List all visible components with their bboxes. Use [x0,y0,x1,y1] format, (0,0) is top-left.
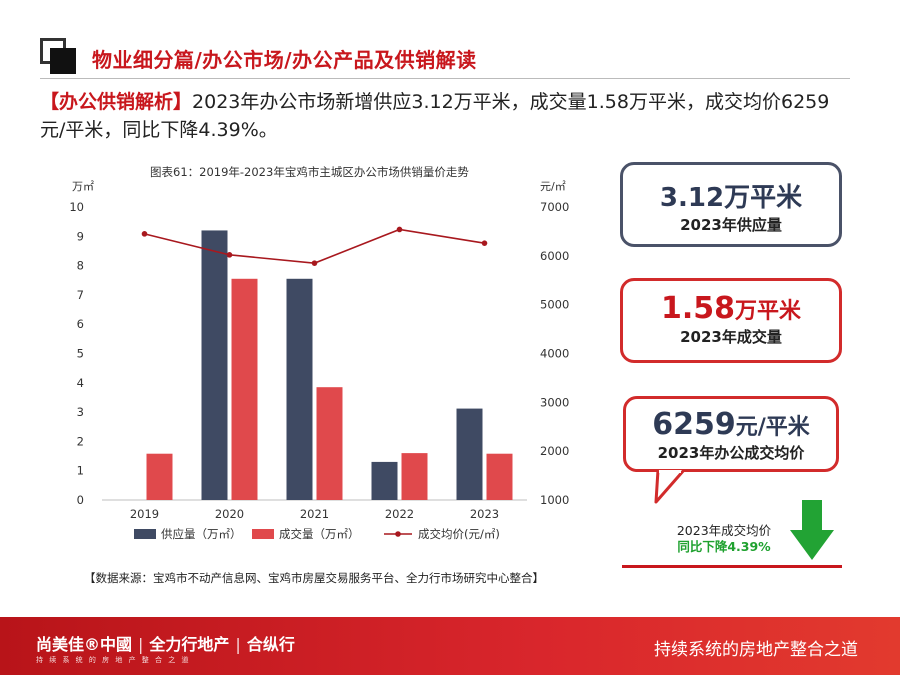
y-left-axis-label: 万㎡ [72,180,94,193]
price-line [144,228,485,264]
price-callout-tail [654,470,686,504]
intro-paragraph: 【办公供销解析】2023年办公市场新增供应3.12万平米，成交量1.58万平米，… [40,88,840,144]
y-left-tick-label: 2 [77,434,84,448]
y-right-tick-label: 5000 [540,298,569,312]
legend-label-deal: 成交量（万㎡） [279,527,360,541]
y-left-tick-label: 9 [77,229,84,243]
legend-label-price: 成交均价(元/㎡) [418,527,500,541]
price-trend-label: 2023年成交均价 同比下降4.39% [664,523,784,555]
price-point [481,240,488,246]
legend-swatch-supply [134,529,156,539]
deal-bar [316,387,343,500]
supply-stat-card: 3.12万平米 2023年供应量 [620,162,842,247]
supply-stat-label: 2023年供应量 [680,216,782,234]
chart-title: 图表61：2019年-2023年宝鸡市主城区办公市场供销量价走势 [150,165,469,179]
price-stat-card: 6259元/平米 2023年办公成交均价 [623,396,839,472]
y-left-tick-label: 0 [77,493,84,507]
trend-line-1: 2023年成交均价 [676,523,772,538]
deal-bar [486,453,513,500]
section-logo-mark [40,38,80,74]
y-right-tick-label: 7000 [540,200,569,214]
footer-bar: 尚美佳®中國 | 全力行地产 | 合纵行 持 续 系 统 的 房 地 产 整 合 之 道… [0,617,900,675]
price-point [396,226,403,233]
price-point [311,260,318,266]
y-right-tick-label: 1000 [540,493,569,507]
footer-brand-1: 尚美佳®中國 [36,635,133,654]
supply-bar [286,278,313,500]
deal-stat-label: 2023年成交量 [680,328,782,346]
y-right-tick-label: 6000 [540,249,569,263]
y-left-tick-label: 5 [77,347,84,361]
footer-tagline: 持 续 系 统 的 房 地 产 整 合 之 道 [36,656,191,664]
x-tick-label: 2019 [130,507,159,521]
x-tick-label: 2022 [385,507,414,521]
supply-bar [371,461,398,500]
deal-stat-card: 1.58万平米 2023年成交量 [620,278,842,363]
trend-underline [622,565,842,568]
footer-brand-2: 全力行地产 [149,635,230,654]
supply-stat-value: 3.12万平米 [659,183,803,213]
legend-label-supply: 供应量（万㎡） [161,527,242,541]
price-point [226,252,233,258]
price-stat-value: 6259元/平米 [652,407,810,442]
supply-demand-chart: 图表61：2019年-2023年宝鸡市主城区办公市场供销量价走势万㎡ 元/㎡ 0 1 2… [62,152,607,564]
y-left-tick-label: 8 [77,259,84,273]
x-tick-label: 2020 [215,507,244,521]
footer-brand: 尚美佳®中國 | 全力行地产 | 合纵行 [36,635,295,654]
deal-bar [146,453,173,500]
y-left-tick-label: 10 [69,200,84,214]
logo-filled-square [50,48,76,74]
y-left-tick-label: 1 [77,464,84,478]
price-point [141,231,148,237]
x-tick-label: 2021 [300,507,329,521]
y-left-tick-label: 6 [77,317,84,331]
trend-line-2: 同比下降4.39% [677,539,771,554]
footer-brand-3: 合纵行 [246,635,295,654]
y-right-tick-label: 3000 [540,395,569,409]
y-right-axis-label: 元/㎡ [540,180,566,193]
deal-bar [401,453,428,500]
x-tick-label: 2023 [470,507,499,521]
y-right-tick-label: 4000 [540,347,569,361]
legend-swatch-deal [252,529,274,539]
supply-bar [456,408,483,500]
y-left-tick-label: 7 [77,288,84,302]
down-arrow-icon [790,500,834,560]
y-right-tick-label: 2000 [540,444,569,458]
intro-tag: 【办公供销解析】 [40,91,193,113]
y-left-tick-label: 3 [77,405,84,419]
data-source-note: 【数据来源：宝鸡市不动产信息网、宝鸡市房屋交易服务平台、全力行市场研究中心整合】 [84,571,544,585]
deal-stat-value: 1.58万平米 [660,291,802,326]
legend-swatch-price-point [395,531,401,537]
price-stat-label: 2023年办公成交均价 [657,444,805,462]
supply-bar [201,230,228,500]
title-divider [40,78,850,79]
deal-bar [231,278,258,500]
y-left-tick-label: 4 [77,376,84,390]
page-title: 物业细分篇/办公市场/办公产品及供销解读 [92,48,477,72]
intro-text: 2023年办公市场新增供应3.12万平米，成交量1.58万平米，成交均价6259… [40,91,830,141]
footer-slogan: 持续系统的房地产整合之道 [654,640,858,660]
